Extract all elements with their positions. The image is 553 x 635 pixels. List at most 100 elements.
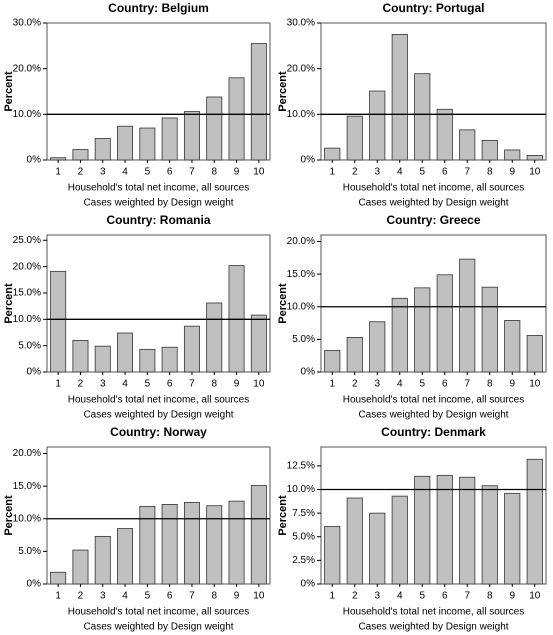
x-tick-label: 10 bbox=[529, 591, 541, 602]
x-tick-label: 5 bbox=[145, 591, 151, 602]
bar bbox=[183, 111, 200, 161]
y-tick-label: 30.0% bbox=[13, 18, 41, 29]
bar bbox=[250, 314, 267, 373]
x-axis-label: Household's total net income, all source… bbox=[343, 607, 524, 618]
bar bbox=[206, 96, 223, 161]
bar bbox=[72, 549, 89, 585]
x-tick-label: 6 bbox=[442, 167, 448, 178]
y-tick-label: 25.0% bbox=[13, 235, 41, 246]
bar bbox=[324, 525, 341, 585]
bar bbox=[206, 505, 223, 585]
chart-title: Country: Denmark bbox=[381, 425, 486, 439]
plot-frame bbox=[46, 22, 271, 161]
x-tick-label: 7 bbox=[464, 379, 470, 390]
bar bbox=[72, 149, 89, 161]
x-tick-label: 4 bbox=[397, 167, 403, 178]
bar bbox=[94, 345, 111, 373]
y-axis-label: Percent bbox=[277, 495, 289, 536]
bar bbox=[526, 335, 543, 373]
y-tick-label: 15.0% bbox=[13, 481, 41, 492]
x-tick-label: 4 bbox=[122, 591, 128, 602]
x-tick-label: 3 bbox=[100, 379, 106, 390]
x-tick-label: 8 bbox=[487, 379, 493, 390]
bar bbox=[526, 155, 543, 161]
y-tick-label: 15.0% bbox=[13, 288, 41, 299]
bar bbox=[414, 287, 431, 373]
y-tick-label: 10.0% bbox=[13, 513, 41, 524]
y-axis-label: Percent bbox=[3, 71, 15, 112]
x-tick-label: 3 bbox=[374, 167, 380, 178]
x-tick-label: 4 bbox=[397, 591, 403, 602]
x-tick-label: 1 bbox=[55, 167, 61, 178]
x-tick-label: 8 bbox=[211, 591, 217, 602]
y-tick-label: 12.5% bbox=[287, 461, 315, 472]
plot-frame bbox=[320, 446, 547, 585]
bar bbox=[369, 90, 386, 161]
bar bbox=[391, 297, 408, 373]
bar bbox=[481, 485, 498, 585]
x-tick-label: 5 bbox=[145, 379, 151, 390]
x-tick-label: 6 bbox=[167, 167, 173, 178]
x-tick-label: 5 bbox=[419, 379, 425, 390]
chart-title: Country: Portugal bbox=[383, 1, 485, 15]
y-tick-label: 10.0% bbox=[287, 109, 315, 120]
y-tick-label: 20.0% bbox=[13, 448, 41, 459]
bar bbox=[504, 320, 521, 373]
bar bbox=[206, 302, 223, 373]
bar bbox=[481, 139, 498, 161]
bar bbox=[504, 492, 521, 585]
x-tick-label: 10 bbox=[253, 591, 265, 602]
bar bbox=[183, 325, 200, 373]
x-tick-label: 9 bbox=[234, 167, 240, 178]
bar bbox=[250, 43, 267, 161]
bar bbox=[161, 504, 178, 585]
note: Cases weighted by Design weight bbox=[358, 410, 508, 421]
bar bbox=[117, 125, 134, 161]
bar bbox=[161, 117, 178, 161]
x-tick-label: 2 bbox=[78, 591, 84, 602]
x-axis-label: Household's total net income, all source… bbox=[68, 183, 249, 194]
y-tick-label: 20.0% bbox=[287, 236, 315, 247]
bar bbox=[346, 337, 363, 373]
x-tick-label: 9 bbox=[509, 591, 515, 602]
x-tick-label: 10 bbox=[253, 379, 265, 390]
x-axis-label: Household's total net income, all source… bbox=[343, 183, 524, 194]
plot-frame bbox=[320, 234, 547, 373]
bar bbox=[228, 500, 245, 585]
x-tick-label: 8 bbox=[211, 379, 217, 390]
y-tick-label: 7.5% bbox=[292, 508, 315, 519]
bar bbox=[161, 346, 178, 373]
x-tick-label: 10 bbox=[529, 167, 541, 178]
note: Cases weighted by Design weight bbox=[83, 622, 233, 633]
bar bbox=[459, 129, 476, 161]
y-tick-label: 0% bbox=[301, 155, 316, 166]
x-tick-label: 6 bbox=[442, 379, 448, 390]
bar bbox=[117, 528, 134, 585]
bar bbox=[481, 286, 498, 373]
bar bbox=[369, 512, 386, 585]
bar bbox=[324, 147, 341, 161]
x-tick-label: 7 bbox=[464, 591, 470, 602]
note: Cases weighted by Design weight bbox=[358, 198, 508, 209]
bar bbox=[391, 34, 408, 161]
note: Cases weighted by Design weight bbox=[83, 198, 233, 209]
x-tick-label: 7 bbox=[189, 167, 195, 178]
x-tick-label: 1 bbox=[329, 379, 335, 390]
bar bbox=[117, 332, 134, 373]
x-tick-label: 2 bbox=[352, 379, 358, 390]
x-tick-label: 3 bbox=[100, 167, 106, 178]
bar bbox=[436, 108, 453, 161]
bar bbox=[50, 157, 67, 161]
x-tick-label: 2 bbox=[352, 591, 358, 602]
x-axis-label: Household's total net income, all source… bbox=[68, 607, 249, 618]
x-tick-label: 1 bbox=[55, 379, 61, 390]
y-tick-label: 0% bbox=[301, 367, 316, 378]
x-tick-label: 8 bbox=[487, 591, 493, 602]
bar bbox=[391, 495, 408, 585]
y-tick-label: 15.0% bbox=[287, 269, 315, 280]
y-tick-label: 10.0% bbox=[287, 484, 315, 495]
x-tick-label: 1 bbox=[329, 167, 335, 178]
x-tick-label: 6 bbox=[167, 379, 173, 390]
bar bbox=[504, 149, 521, 161]
y-tick-label: 20.0% bbox=[287, 63, 315, 74]
